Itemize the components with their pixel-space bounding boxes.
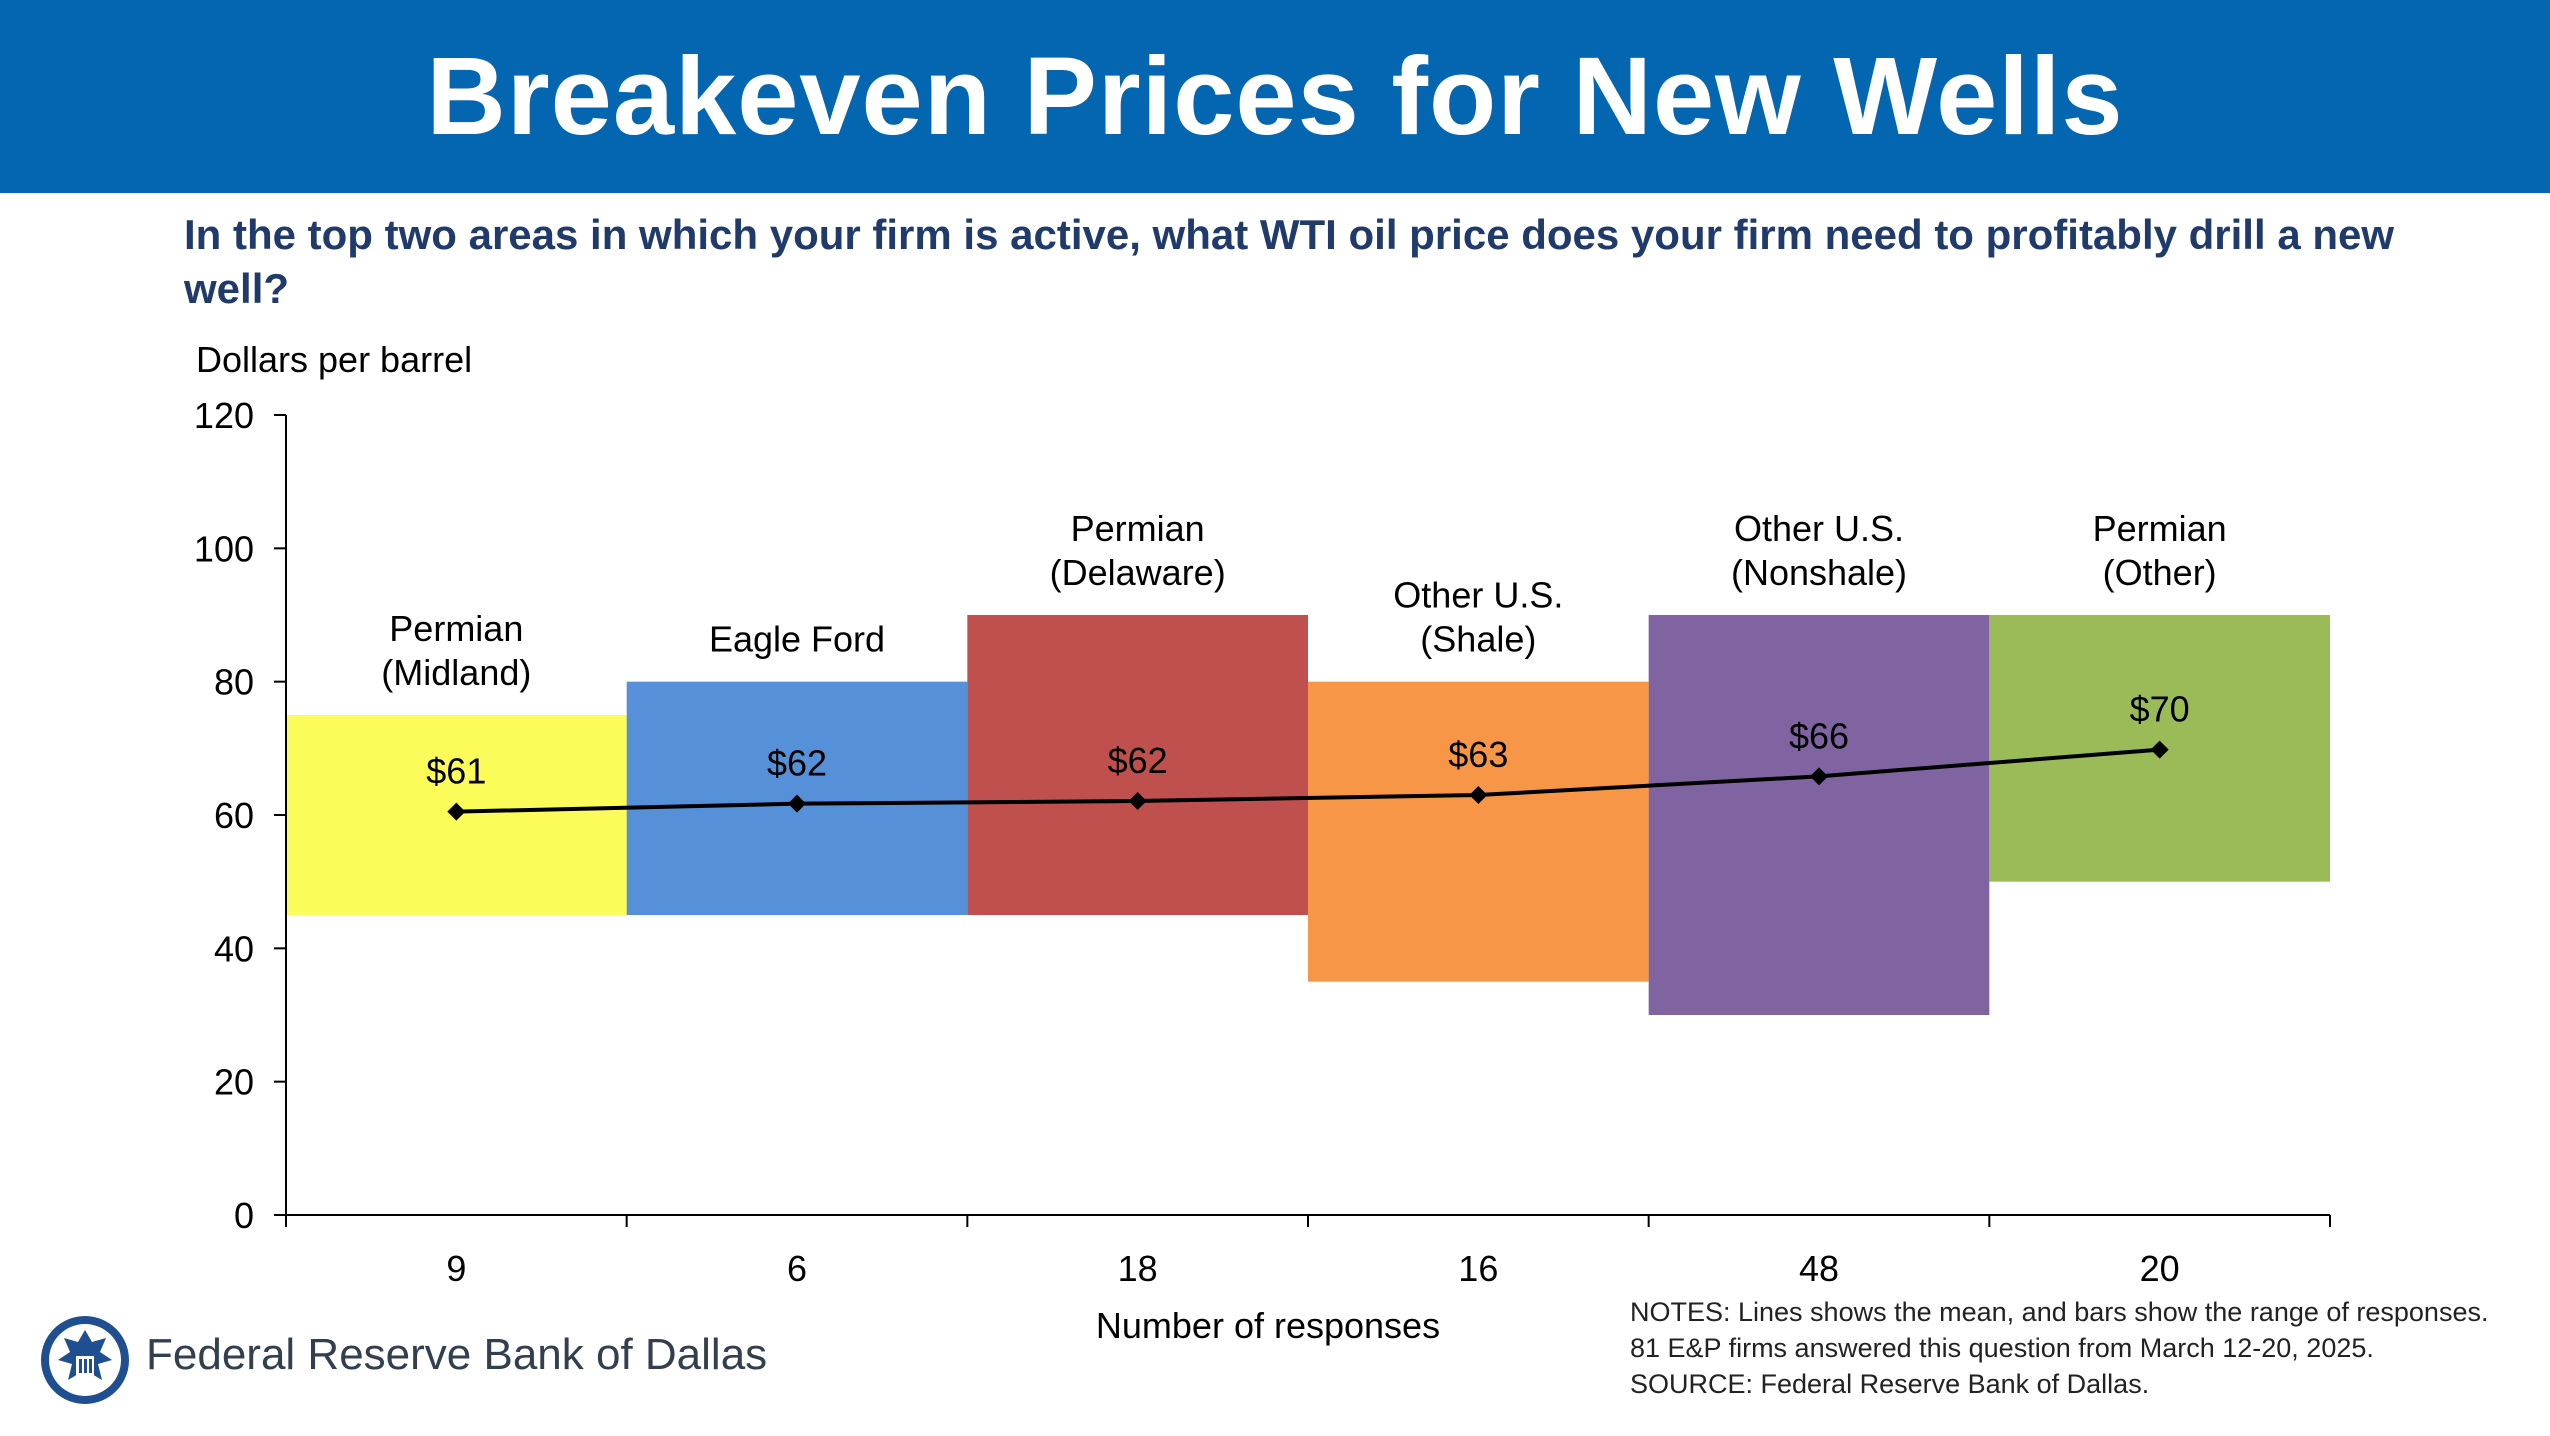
y-tick-label: 100 <box>194 528 254 569</box>
y-tick-label: 20 <box>214 1062 254 1103</box>
x-tick-label: 16 <box>1458 1248 1498 1289</box>
category-label: Permian <box>2093 508 2227 549</box>
notes-line: 81 E&P firms answered this question from… <box>1630 1333 2374 1363</box>
title-banner: Breakeven Prices for New Wells <box>0 0 2550 193</box>
x-tick-label: 9 <box>446 1248 466 1289</box>
y-tick-label: 120 <box>194 395 254 436</box>
y-tick-label: 80 <box>214 662 254 703</box>
x-tick-label: 6 <box>787 1248 807 1289</box>
bank-name: Federal Reserve Bank of Dallas <box>146 1330 768 1379</box>
x-tick-label: 48 <box>1799 1248 1839 1289</box>
mean-value-label: $61 <box>426 751 486 792</box>
mean-marker <box>1810 767 1828 786</box>
x-tick-label: 18 <box>1118 1248 1158 1289</box>
mean-marker <box>1128 792 1147 810</box>
y-tick-label: 60 <box>214 795 254 836</box>
source-line: SOURCE: Federal Reserve Bank of Dallas. <box>1630 1369 2150 1399</box>
x-tick-label: 20 <box>2140 1248 2180 1289</box>
category-label: Other U.S. <box>1734 508 1904 549</box>
mean-value-label: $63 <box>1448 734 1508 775</box>
category-label: Permian <box>389 608 523 649</box>
y-tick-label: 40 <box>214 928 254 969</box>
range-bar <box>967 615 1308 915</box>
x-axis-title: Number of responses <box>1096 1305 1440 1346</box>
mean-marker <box>1469 786 1488 804</box>
mean-marker <box>447 802 466 821</box>
category-label: (Delaware) <box>1050 552 1226 593</box>
category-label: Eagle Ford <box>709 619 885 660</box>
page-title: Breakeven Prices for New Wells <box>426 35 2124 158</box>
category-label: (Midland) <box>381 652 531 693</box>
y-axis-title: Dollars per barrel <box>196 339 472 380</box>
mean-value-label: $62 <box>1108 740 1168 781</box>
category-label: Permian <box>1071 508 1205 549</box>
mean-value-label: $70 <box>2130 689 2190 730</box>
mean-marker <box>788 794 806 813</box>
fed-eagle-logo-icon <box>40 1308 130 1412</box>
notes-line: NOTES: Lines shows the mean, and bars sh… <box>1630 1297 2489 1327</box>
mean-value-label: $62 <box>767 743 827 784</box>
mean-value-label: $66 <box>1789 715 1849 756</box>
chart-notes: NOTES: Lines shows the mean, and bars sh… <box>1630 1294 2530 1402</box>
mean-line <box>456 747 2160 814</box>
range-bar <box>1308 681 1649 982</box>
range-bar <box>1648 615 1990 1015</box>
mean-marker <box>2150 740 2169 759</box>
y-tick-label: 0 <box>234 1195 254 1236</box>
survey-question: In the top two areas in which your firm … <box>184 211 2395 312</box>
category-label: (Nonshale) <box>1731 552 1907 593</box>
plot-area: 0 20 40 60 80 100 120 Dollars per barrel 9 6 18 16 4… <box>194 339 2331 1346</box>
category-label: Other U.S. <box>1393 575 1563 616</box>
category-label: (Other) <box>2103 552 2217 593</box>
category-label: (Shale) <box>1420 619 1536 660</box>
